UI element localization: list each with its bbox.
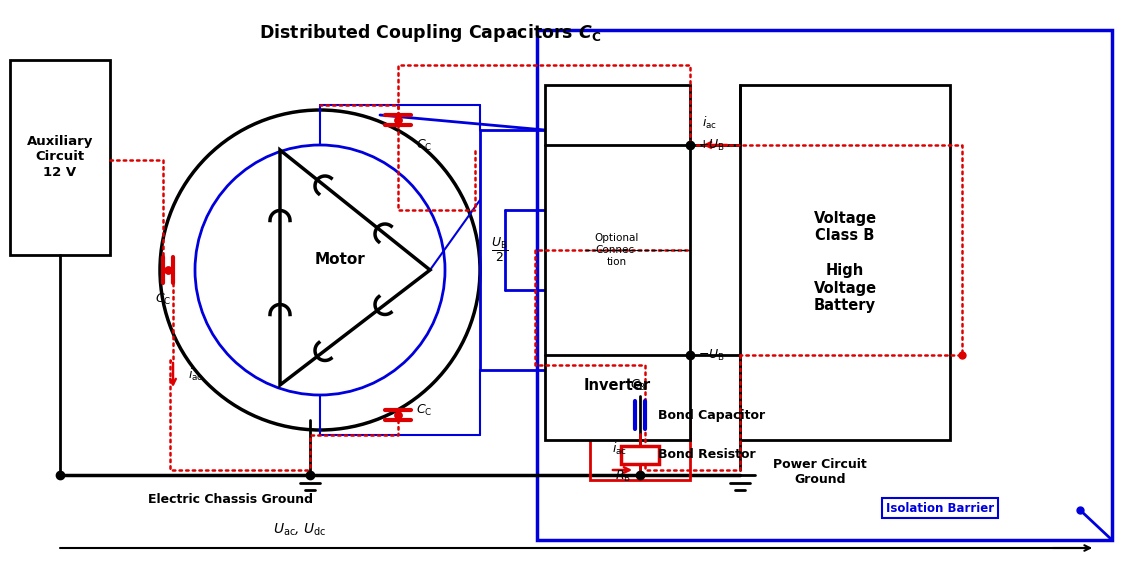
Text: $C_\mathrm{C}$: $C_\mathrm{C}$ — [416, 402, 432, 417]
Text: $C_\mathrm{C}$: $C_\mathrm{C}$ — [155, 292, 171, 307]
Text: Inverter: Inverter — [584, 378, 650, 392]
Bar — [740, 85, 950, 440]
Text: $i_\mathrm{ac}$: $i_\mathrm{ac}$ — [702, 115, 718, 131]
Text: $\dfrac{U_\mathrm{B}}{2}$: $\dfrac{U_\mathrm{B}}{2}$ — [492, 236, 508, 264]
Text: Bond Capacitor: Bond Capacitor — [658, 409, 765, 422]
Text: Isolation Barrier: Isolation Barrier — [886, 501, 994, 515]
Text: Optional
Connec-
tion: Optional Connec- tion — [595, 233, 639, 266]
Text: Power Circuit
Ground: Power Circuit Ground — [773, 458, 867, 486]
Bar — [544, 85, 690, 440]
Bar — [590, 410, 690, 480]
Text: $i_\mathrm{ac}$: $i_\mathrm{ac}$ — [188, 367, 204, 383]
Text: $-U_\mathrm{B}$: $-U_\mathrm{B}$ — [698, 347, 724, 363]
Bar — [537, 30, 1112, 540]
Text: $U_\mathrm{ac}$, $U_\mathrm{dc}$: $U_\mathrm{ac}$, $U_\mathrm{dc}$ — [273, 522, 327, 538]
Text: $R_\mathrm{B}$: $R_\mathrm{B}$ — [615, 469, 631, 484]
Text: Voltage
Class B

High
Voltage
Battery: Voltage Class B High Voltage Battery — [813, 211, 876, 313]
Bar — [621, 446, 659, 464]
Bar — [10, 60, 110, 255]
Text: $C_\mathrm{C}$: $C_\mathrm{C}$ — [416, 138, 432, 153]
Text: Auxiliary
Circuit
12 V: Auxiliary Circuit 12 V — [27, 135, 93, 178]
Text: Distributed Coupling Capacitors $\bfit{C}_\mathbf{C}$: Distributed Coupling Capacitors $\bfit{C… — [259, 22, 601, 44]
Text: $i_\mathrm{ac}$: $i_\mathrm{ac}$ — [612, 441, 628, 457]
Text: $C_\mathrm{B}$: $C_\mathrm{B}$ — [630, 378, 646, 393]
Text: Electric Chassis Ground: Electric Chassis Ground — [147, 493, 313, 506]
Text: $+U_\mathrm{B}$: $+U_\mathrm{B}$ — [698, 138, 724, 153]
Circle shape — [160, 110, 480, 430]
Text: Motor: Motor — [315, 252, 366, 268]
Text: Bond Resistor: Bond Resistor — [658, 448, 756, 462]
